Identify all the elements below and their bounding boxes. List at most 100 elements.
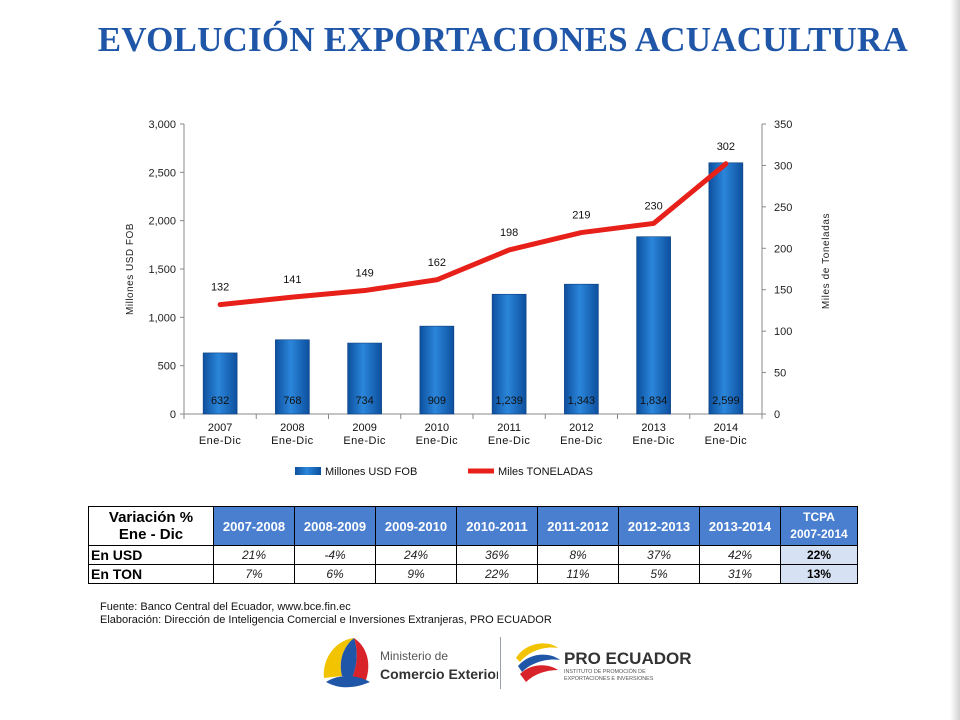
header-period: 2012-2013 bbox=[618, 506, 700, 546]
row-label: En TON bbox=[88, 564, 214, 584]
header-variation-line2: Ene - Dic bbox=[118, 526, 184, 543]
bar-value-label: 1,343 bbox=[568, 395, 596, 407]
table-cell: 42% bbox=[699, 545, 781, 565]
source-note: Fuente: Banco Central del Ecuador, www.b… bbox=[100, 601, 552, 627]
table-cell: 9% bbox=[375, 564, 457, 584]
y2-axis-title: Miles de Toneladas bbox=[821, 213, 832, 309]
header-period: 2009-2010 bbox=[375, 506, 457, 546]
page-edge-shadow bbox=[950, 0, 960, 720]
x-tick-label: Ene-Dic bbox=[632, 435, 675, 447]
bar-value-label: 2,599 bbox=[712, 395, 740, 407]
legend-label: Millones USD FOB bbox=[325, 466, 417, 478]
proecuador-sub-2: EXPORTACIONES E INVERSIONES bbox=[564, 676, 654, 682]
x-tick-label: 2008 bbox=[280, 422, 304, 434]
bar bbox=[347, 342, 382, 415]
x-tick-label: Ene-Dic bbox=[560, 435, 603, 447]
x-tick-label: Ene-Dic bbox=[705, 435, 748, 447]
line-value-label: 162 bbox=[428, 257, 446, 269]
x-tick-label: 2007 bbox=[208, 422, 232, 434]
table-cell: 7% bbox=[213, 564, 295, 584]
line-series bbox=[217, 161, 729, 308]
y-tick-label: 2,500 bbox=[148, 167, 176, 179]
x-tick-label: Ene-Dic bbox=[199, 435, 242, 447]
line-value-label: 141 bbox=[283, 274, 301, 286]
table-cell: 22% bbox=[456, 564, 538, 584]
bar bbox=[419, 325, 455, 415]
y-tick-label: 2,000 bbox=[148, 216, 176, 228]
bar-value-label: 909 bbox=[428, 395, 446, 407]
table-cell: 21% bbox=[213, 545, 295, 565]
line-value-label: 230 bbox=[644, 200, 662, 212]
header-variation-line1: Variación % bbox=[108, 509, 194, 526]
line-value-label: 132 bbox=[211, 282, 229, 294]
line-value-label: 149 bbox=[355, 268, 373, 280]
header-tcpa-line2: 2007-2014 bbox=[790, 527, 848, 541]
variation-table: Variación % Ene - Dic 2007-2008 2008-200… bbox=[88, 506, 858, 584]
x-tick-label: Ene-Dic bbox=[488, 435, 531, 447]
ministerio-logo: Ministerio de Comercio Exterior bbox=[323, 638, 498, 688]
table-cell: -4% bbox=[294, 545, 376, 565]
table-cell: 36% bbox=[456, 545, 538, 565]
page-title: EVOLUCIÓN EXPORTACIONES ACUACULTURA bbox=[97, 20, 908, 59]
combo-chart: 0 500 1,000 1,500 2,000 2,500 3,000 0 50 100 150 20… bbox=[125, 119, 832, 478]
tcpa-cell: 22% bbox=[780, 545, 858, 565]
x-tick-label: Ene-Dic bbox=[271, 435, 314, 447]
bar-value-label: 768 bbox=[283, 395, 301, 407]
x-tick-label: 2009 bbox=[352, 422, 376, 434]
bar-value-label: 1,239 bbox=[495, 395, 523, 407]
proecuador-logo: PRO ECUADOR INSTITUTO DE PROMOCIÓN DE EX… bbox=[516, 643, 692, 682]
y2-tick-label: 250 bbox=[774, 202, 792, 214]
x-tick-label: 2013 bbox=[641, 422, 665, 434]
proecuador-text: PRO ECUADOR bbox=[564, 649, 692, 668]
bar bbox=[564, 283, 599, 415]
x-tick-label: 2010 bbox=[425, 422, 449, 434]
proecuador-emblem-icon bbox=[516, 643, 560, 682]
table-cell: 5% bbox=[618, 564, 700, 584]
table-cell: 8% bbox=[537, 545, 619, 565]
header-tcpa: TCPA 2007-2014 bbox=[780, 506, 858, 546]
credits-line: Elaboración: Dirección de Inteligencia C… bbox=[100, 614, 552, 626]
proecuador-sub-1: INSTITUTO DE PROMOCIÓN DE bbox=[564, 668, 646, 675]
source-line: Fuente: Banco Central del Ecuador, www.b… bbox=[100, 601, 351, 613]
table-cell: 24% bbox=[375, 545, 457, 565]
ministerio-text-1: Ministerio de bbox=[380, 649, 448, 663]
table-cell: 6% bbox=[294, 564, 376, 584]
table-cell: 11% bbox=[537, 564, 619, 584]
x-tick-label: Ene-Dic bbox=[416, 435, 459, 447]
bar bbox=[636, 236, 671, 415]
bar-value-label: 734 bbox=[355, 395, 373, 407]
y-tick-label: 0 bbox=[170, 409, 176, 421]
legend-label: Miles TONELADAS bbox=[498, 466, 593, 478]
header-period: 2008-2009 bbox=[294, 506, 376, 546]
tcpa-cell: 13% bbox=[780, 564, 858, 584]
y-tick-label: 1,000 bbox=[148, 312, 176, 324]
x-tick-label: 2012 bbox=[569, 422, 593, 434]
ministerio-text-2: Comercio Exterior bbox=[380, 666, 498, 682]
y-tick-label: 1,500 bbox=[148, 264, 176, 276]
legend-swatch-bars bbox=[295, 467, 321, 475]
y2-tick-label: 350 bbox=[774, 119, 792, 131]
y-axis-title: Millones USD FOB bbox=[125, 223, 136, 315]
table-row: En USD 21% -4% 24% 36% 8% 37% 42% 22% bbox=[88, 545, 858, 565]
bar-value-label: 632 bbox=[211, 395, 229, 407]
line-value-label: 198 bbox=[500, 227, 518, 239]
table-header-row: Variación % Ene - Dic 2007-2008 2008-200… bbox=[88, 506, 858, 546]
line-value-label: 302 bbox=[717, 141, 735, 153]
header-tcpa-line1: TCPA bbox=[803, 510, 835, 524]
header-period: 2007-2008 bbox=[213, 506, 295, 546]
x-tick-label: Ene-Dic bbox=[343, 435, 386, 447]
header-period: 2013-2014 bbox=[699, 506, 781, 546]
header-period: 2010-2011 bbox=[456, 506, 538, 546]
header-period: 2011-2012 bbox=[537, 506, 619, 546]
table-cell: 31% bbox=[699, 564, 781, 584]
bar bbox=[708, 162, 744, 415]
y2-tick-label: 300 bbox=[774, 160, 792, 172]
table-row: En TON 7% 6% 9% 22% 11% 5% 31% 13% bbox=[88, 564, 858, 584]
bar-value-label: 1,834 bbox=[640, 395, 668, 407]
x-tick-label: 2011 bbox=[497, 422, 521, 434]
y2-tick-label: 50 bbox=[774, 368, 786, 380]
y2-tick-label: 100 bbox=[774, 326, 792, 338]
y2-tick-label: 0 bbox=[774, 409, 780, 421]
bar bbox=[491, 293, 527, 415]
bar bbox=[275, 339, 310, 415]
